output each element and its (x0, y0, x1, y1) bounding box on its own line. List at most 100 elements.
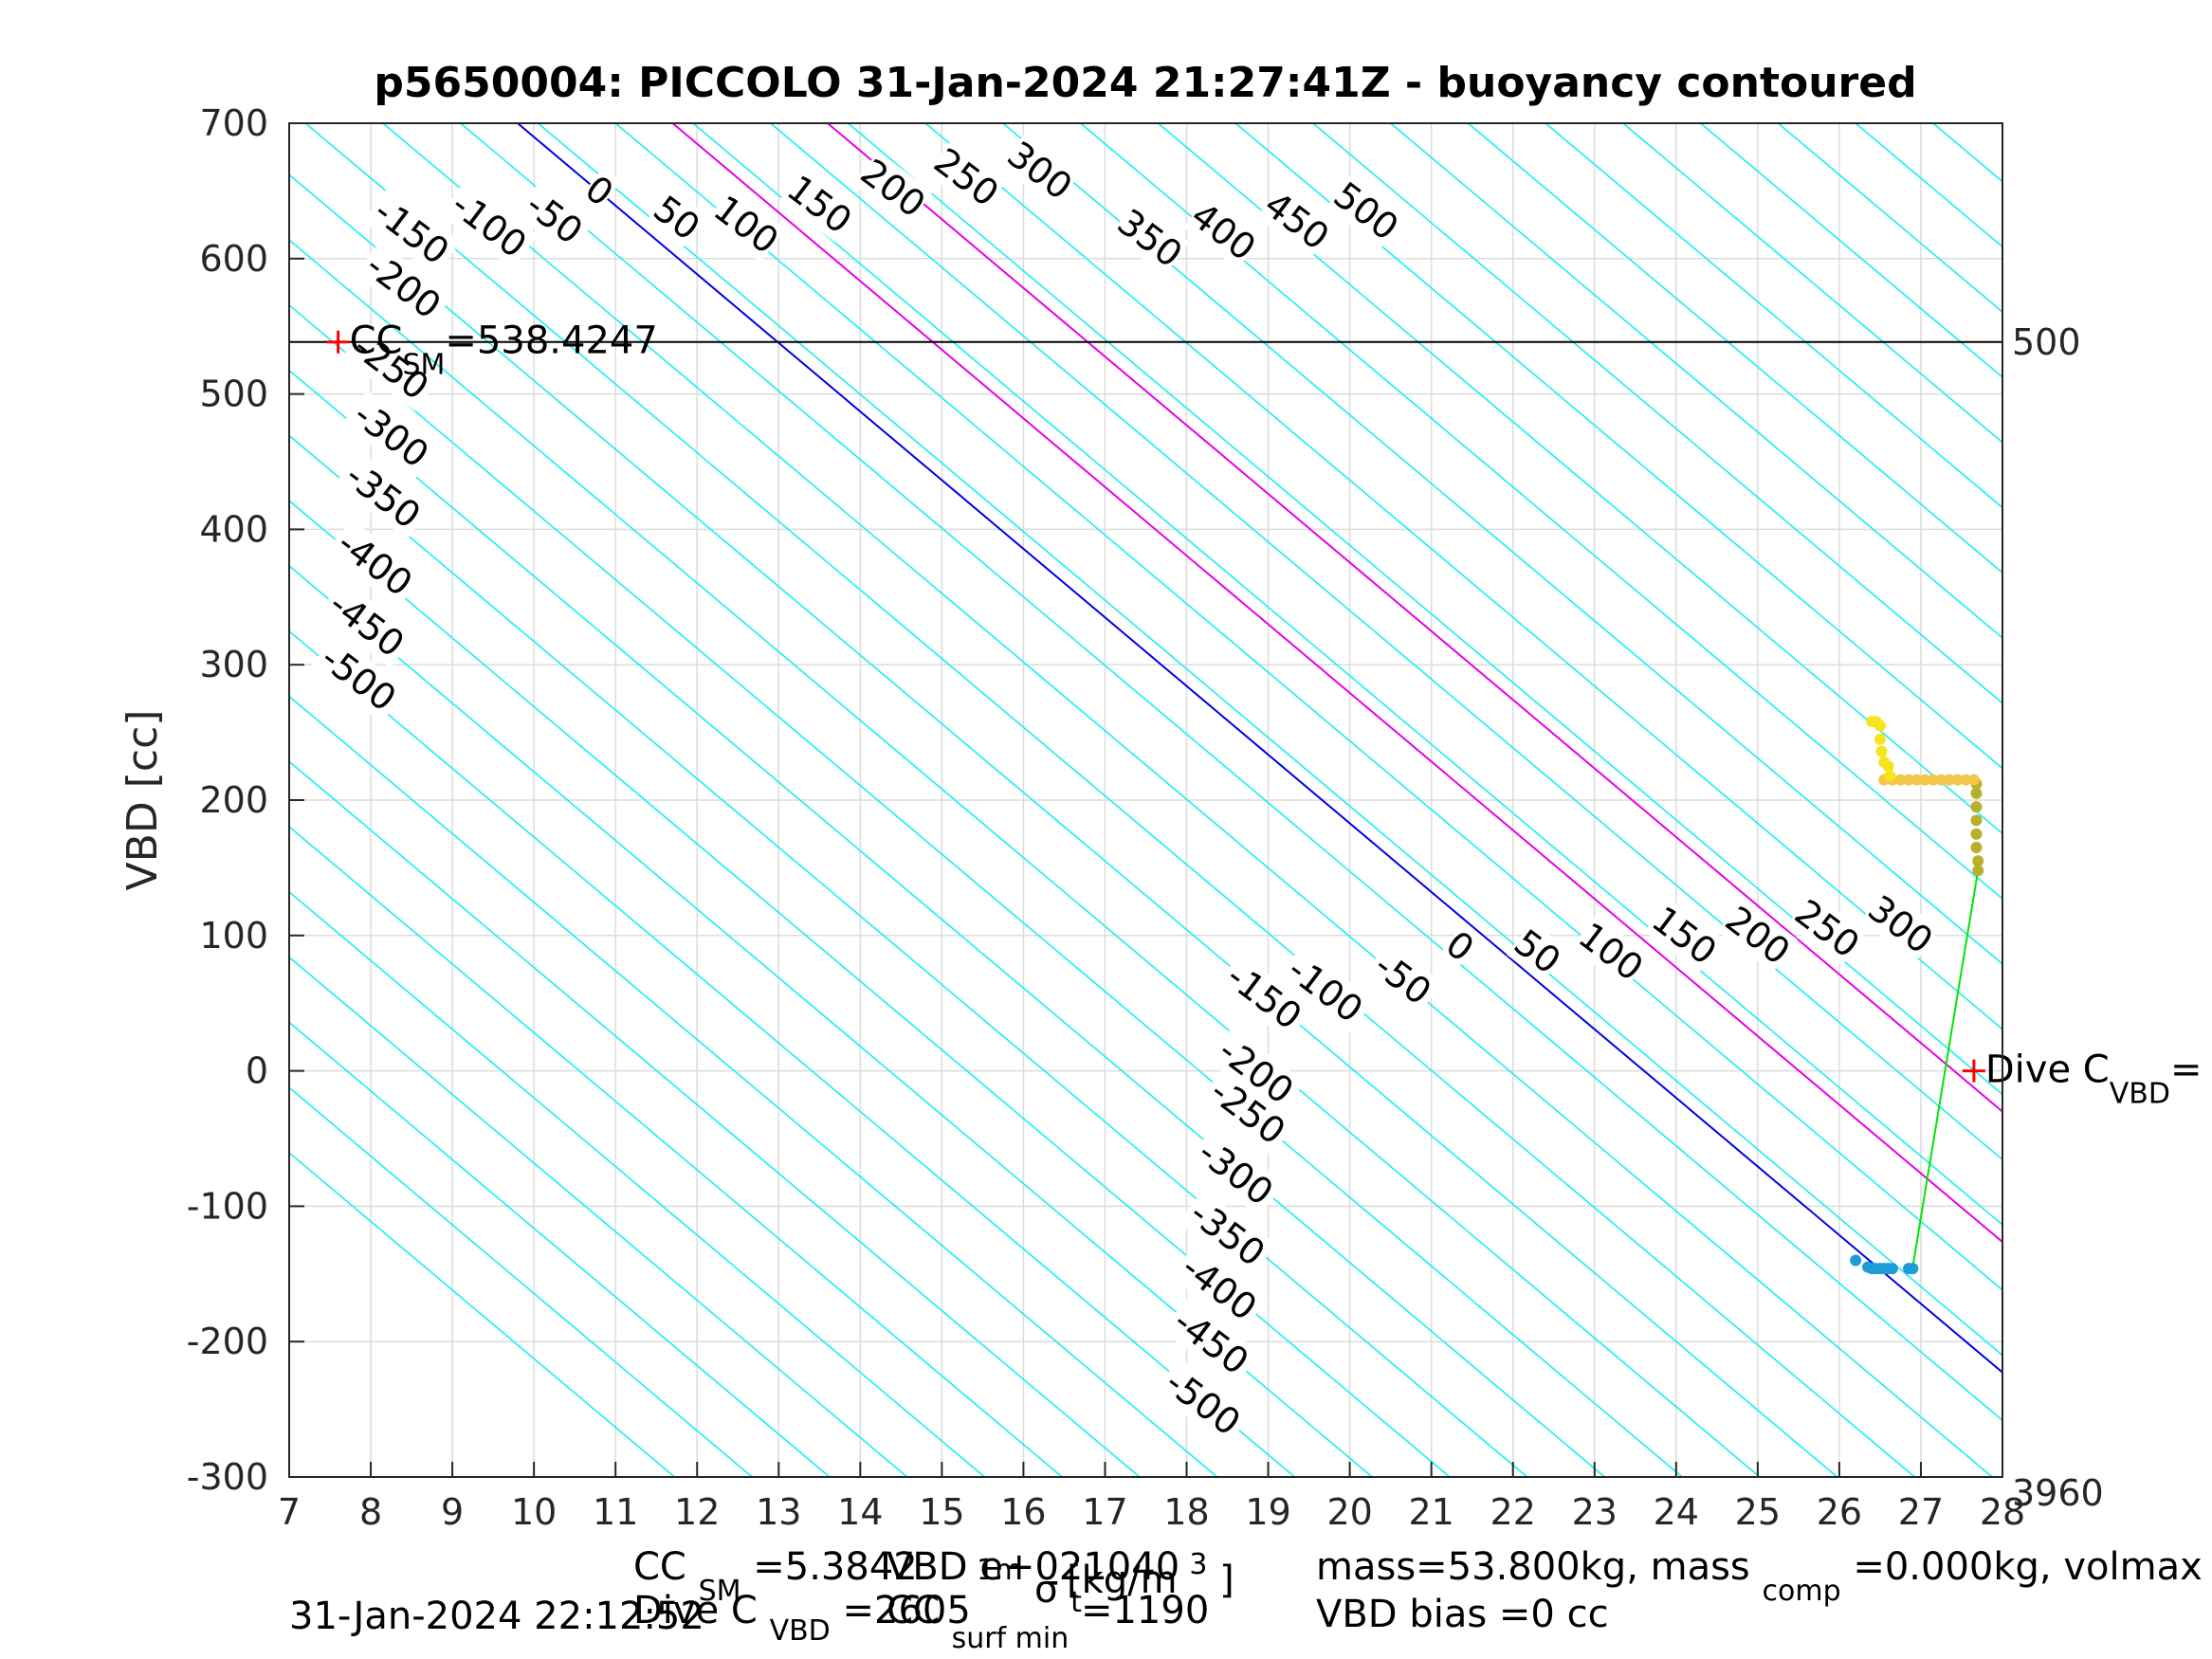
contour-line (847, 123, 2002, 1096)
upper-contour-label: 300 (999, 134, 1079, 209)
contour-line (1002, 123, 2002, 965)
y-axis-label: VBD [cc] (119, 710, 167, 891)
contour-label-bg (1570, 914, 1651, 990)
y-tick-label: -100 (187, 1185, 268, 1227)
footer-mass-sub: comp (1763, 1575, 1841, 1608)
contour-line (289, 1151, 675, 1477)
contour-label-bg (309, 634, 408, 722)
contour-label-bg (514, 180, 594, 256)
contour-line (289, 173, 1838, 1477)
x-tick-label: 14 (837, 1491, 883, 1533)
x-tick-label: 12 (674, 1491, 720, 1533)
contour-label-bg (354, 241, 453, 330)
contour-line (289, 564, 1373, 1477)
data-point (1970, 787, 1983, 799)
contour-label-bg (1186, 1128, 1285, 1217)
contour-line (289, 956, 908, 1477)
x-tick-label: 18 (1163, 1491, 1209, 1533)
data-point (1886, 1263, 1898, 1275)
footer-annotations: 31-Jan-2024 22:12:52 CC SM =5.3842 VBD e… (289, 1545, 2203, 1655)
data-point (1970, 828, 1983, 840)
contour-label-bg (318, 579, 416, 668)
x-tick-label: 25 (1735, 1491, 1781, 1533)
right-bottom-label: 3960 (2012, 1472, 2104, 1514)
contour-line (289, 629, 1295, 1477)
contour-label-bg (1207, 1027, 1306, 1116)
data-point (1960, 774, 1972, 786)
x-tick-label: 19 (1245, 1491, 1290, 1533)
data-point (1903, 774, 1915, 786)
contour-line (289, 695, 1218, 1477)
data-point (1875, 745, 1888, 757)
contour-label-bg (440, 180, 539, 269)
upper-contour-label: 200 (853, 151, 933, 226)
upper-contour-label: 100 (706, 188, 786, 263)
contour-line (2166, 123, 2212, 1477)
chart-title: p5650004: PICCOLO 31-Jan-2024 21:27:41Z … (374, 59, 1916, 107)
contour-label-bg (1198, 1066, 1297, 1156)
contour-line (289, 369, 1605, 1477)
contour-label-bg (362, 187, 461, 276)
x-tick-label: 15 (919, 1491, 964, 1533)
contour-line (1700, 123, 2002, 378)
data-point (1967, 774, 1980, 786)
footer-cc-surf-sub: surf min (952, 1622, 1069, 1655)
contour-line (289, 1086, 753, 1477)
reference-line-right-label: 500 (2012, 321, 2081, 363)
contour-line (614, 123, 2002, 1291)
grid-lines (289, 123, 2002, 1477)
contour-label-bg (325, 519, 424, 608)
contour-line (382, 123, 1993, 1477)
data-series (1850, 716, 1984, 1275)
footer-units-label: [kg/m (1067, 1559, 1178, 1602)
lower-contour-label: 100 (1571, 915, 1651, 990)
contour-label-bg (1860, 887, 1941, 962)
footer-vbd-bias: VBD bias =0 cc (1316, 1593, 1609, 1636)
footer-sigma-sub: 1m (977, 1554, 1022, 1587)
footer-cc-sm-sub: SM (699, 1575, 741, 1608)
data-point (1972, 865, 1984, 877)
data-point (1919, 774, 1931, 786)
contour-label-bg (1717, 898, 1798, 974)
contour-line (1080, 123, 2002, 901)
y-tick-label: 600 (199, 238, 268, 280)
data-point (1894, 774, 1907, 786)
contour-label-bg (1325, 173, 1406, 249)
contour-label-bg (341, 390, 441, 479)
y-tick-label: 100 (199, 915, 268, 957)
y-tick-label: -200 (187, 1321, 268, 1362)
contour-label-bg (852, 151, 933, 226)
x-tick-label: 20 (1326, 1491, 1372, 1533)
x-tick-label: 22 (1490, 1491, 1536, 1533)
footer-cc-surf-value: =1190 (1081, 1589, 1209, 1632)
data-point (1927, 774, 1939, 786)
footer-timestamp: 31-Jan-2024 22:12:52 (289, 1595, 704, 1638)
footer-units-sup: 3 (1189, 1548, 1207, 1581)
y-tick-label: 700 (199, 102, 268, 144)
y-tick-label: 400 (199, 508, 268, 550)
x-tick-label: 27 (1898, 1491, 1944, 1533)
x-tick-label: 24 (1654, 1491, 1699, 1533)
footer-dive-cvbd-label: Dive C (633, 1589, 758, 1632)
footer-sigma-t: t (1070, 1586, 1082, 1619)
footer-dive-cvbd-sub: VBD (770, 1614, 831, 1648)
contour-label-bg (1109, 201, 1190, 276)
x-tick-label: 10 (511, 1491, 557, 1533)
data-point (1970, 841, 1983, 853)
footer-cc-surf-label: CC (887, 1589, 940, 1632)
contour-label-bg (1507, 921, 1568, 982)
contour-line (1312, 123, 2002, 704)
contour-line (289, 1021, 831, 1477)
y-tick-label: 0 (246, 1050, 268, 1092)
buoyancy-contours (289, 123, 2212, 1477)
contour-label-bg (1644, 898, 1725, 974)
contour-label-bg (999, 133, 1080, 209)
contour-line (1545, 123, 2002, 509)
footer-dive-cvbd: Dive C VBD =2605 (633, 1589, 971, 1650)
lower-contour-label: 300 (1860, 887, 1940, 962)
contour-label-bg (1362, 941, 1443, 1016)
contour-label-bg (1183, 194, 1264, 269)
contour-label-bg (1178, 1189, 1277, 1278)
contour-line (460, 123, 2002, 1422)
